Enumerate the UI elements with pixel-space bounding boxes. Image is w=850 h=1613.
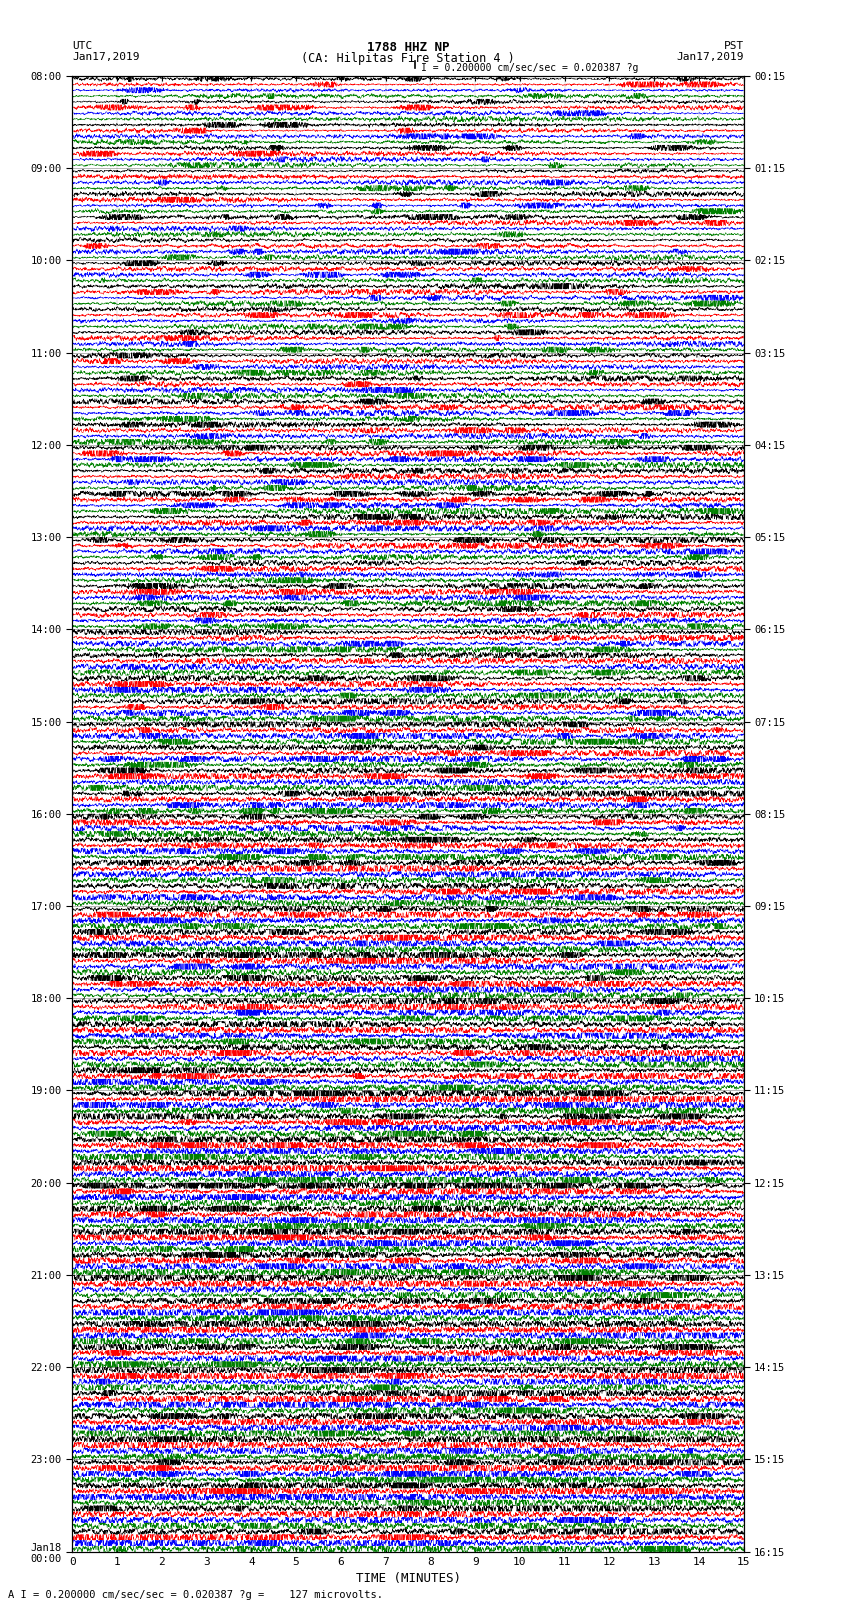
Text: Jan17,2019: Jan17,2019 [677, 52, 744, 61]
Text: I = 0.200000 cm/sec/sec = 0.020387 ?g: I = 0.200000 cm/sec/sec = 0.020387 ?g [421, 63, 638, 73]
Text: PST: PST [723, 40, 744, 52]
Text: UTC: UTC [72, 40, 93, 52]
Text: 1788 HHZ NP: 1788 HHZ NP [366, 40, 450, 55]
Text: A I = 0.200000 cm/sec/sec = 0.020387 ?g =    127 microvolts.: A I = 0.200000 cm/sec/sec = 0.020387 ?g … [8, 1590, 383, 1600]
Text: (CA: Hilpitas Fire Station 4 ): (CA: Hilpitas Fire Station 4 ) [301, 52, 515, 65]
X-axis label: TIME (MINUTES): TIME (MINUTES) [355, 1573, 461, 1586]
Text: Jan17,2019: Jan17,2019 [72, 52, 139, 61]
